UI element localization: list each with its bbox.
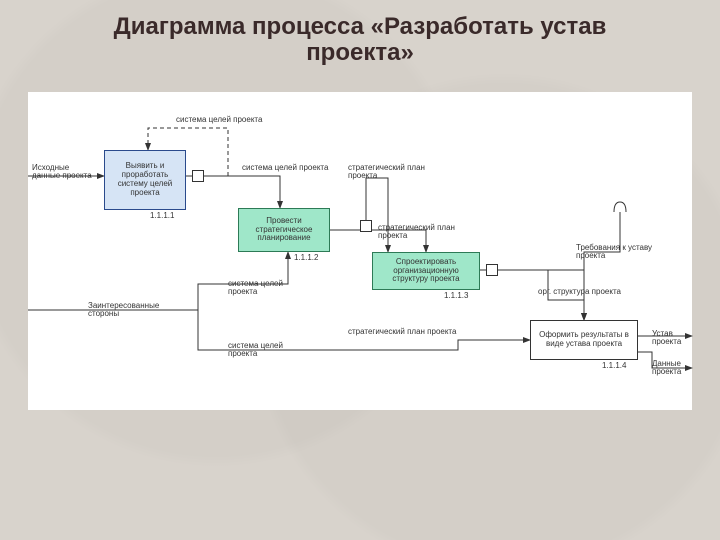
label-l_top: система целей проекта [176, 116, 266, 124]
label-l_in2: Заинтересованные стороны [88, 302, 168, 319]
junction-box [360, 220, 372, 232]
process-box-a4: Оформить результаты в виде устава проект… [530, 320, 638, 360]
process-code-a1: 1.1.1.1 [150, 212, 174, 220]
label-l_out1: Устав проекта [652, 330, 692, 347]
label-l_t3: стратегический план проекта [348, 164, 448, 181]
process-code-a3: 1.1.1.3 [444, 292, 468, 300]
label-l_t2: система целей проекта [242, 164, 332, 172]
process-code-a4: 1.1.1.4 [602, 362, 626, 370]
process-code-a2: 1.1.1.2 [294, 254, 318, 262]
label-l_sc2: система целей проекта [228, 342, 308, 359]
flow-arrow [330, 178, 388, 252]
title-line2: проекта» [0, 40, 720, 66]
label-l_out2: Данные проекта [652, 360, 696, 377]
junction-box [486, 264, 498, 276]
diagram-canvas: Выявить и проработать систему целей прое… [28, 92, 692, 410]
process-box-a1: Выявить и проработать систему целей прое… [104, 150, 186, 210]
page-title: Диаграмма процесса «Разработать устав пр… [0, 14, 720, 67]
label-l_in1: Исходные данные проекта [32, 164, 92, 181]
label-l_req: Требования к уставу проекта [576, 244, 666, 261]
label-l_st: орг. структура проекта [538, 288, 628, 296]
title-line1: Диаграмма процесса «Разработать устав [0, 14, 720, 40]
label-l_sp2: стратегический план проекта [348, 328, 458, 336]
label-l_sp: стратегический план проекта [378, 224, 478, 241]
process-box-a3: Спроектировать организационную структуру… [372, 252, 480, 290]
flow-arrow [584, 202, 626, 320]
junction-box [192, 170, 204, 182]
label-l_sc1: система целей проекта [228, 280, 308, 297]
process-box-a2: Провести стратегическое планирование [238, 208, 330, 252]
slide: { "title": { "line1": "Диаграмма процесс… [0, 0, 720, 540]
